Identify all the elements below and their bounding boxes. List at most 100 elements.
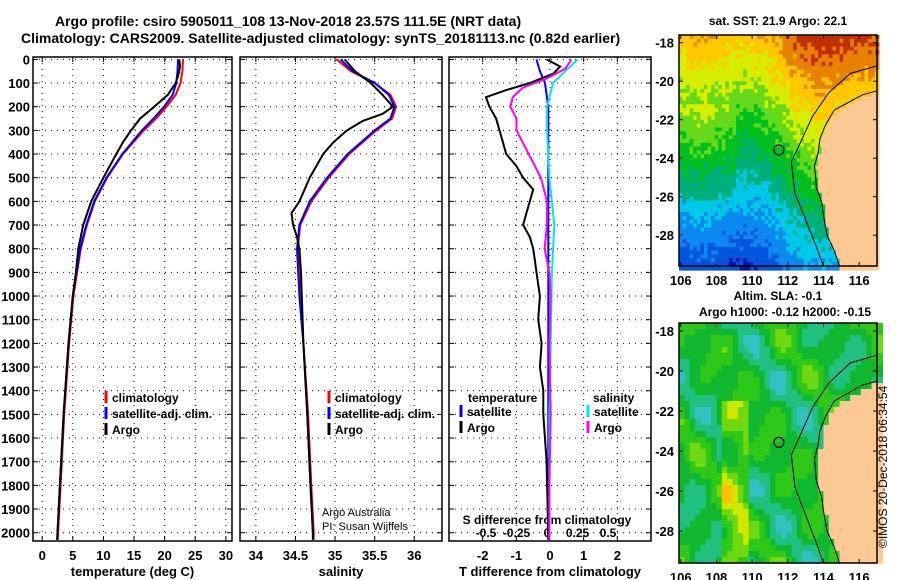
map-cell [821, 42, 826, 48]
map-cell [748, 395, 755, 402]
map-cell [778, 162, 784, 167]
map-cell [814, 250, 819, 256]
map-cell [704, 88, 709, 94]
map-cell [753, 158, 759, 163]
map-cell [857, 158, 862, 163]
map-cell [828, 215, 833, 221]
map-cell [718, 77, 723, 82]
map-cell [764, 473, 771, 480]
map-cell [753, 227, 759, 233]
map-cell [771, 158, 776, 163]
map-cell [721, 119, 726, 125]
map-cell [711, 449, 718, 456]
map-cell [707, 250, 712, 256]
map-cell [789, 189, 794, 194]
map-cell [743, 250, 748, 256]
map-cell [689, 104, 694, 109]
map-cell [832, 150, 837, 156]
map-cell [807, 138, 812, 144]
x-tick-label: -1 [511, 548, 523, 563]
map-cell [807, 219, 812, 225]
map-cell [743, 262, 748, 267]
map-cell [811, 200, 816, 206]
map-cell [728, 173, 734, 179]
map-cell [679, 431, 685, 438]
map-cell [753, 521, 760, 528]
map-cell [825, 266, 830, 271]
map-cell [786, 104, 791, 109]
map-cell [693, 73, 698, 79]
map-cell [807, 162, 812, 167]
map-cell [803, 223, 809, 229]
map-cell [839, 223, 844, 229]
map-cell [825, 123, 830, 129]
map-cell [748, 461, 755, 468]
map-cell [846, 177, 851, 182]
map-cell [770, 539, 776, 546]
map-cell [711, 181, 716, 186]
map-cell [695, 557, 702, 564]
map-cell [718, 35, 723, 40]
map-cell [711, 455, 718, 462]
map-cell [707, 77, 712, 82]
map-cell [689, 515, 696, 522]
map-cell [761, 165, 766, 171]
map-cell [743, 455, 750, 462]
map-cell [843, 69, 848, 75]
map-cell [764, 389, 771, 396]
map-cell [700, 158, 705, 163]
map-cell [846, 88, 851, 94]
map-cell [807, 35, 812, 40]
map-cell [743, 69, 748, 75]
map-cell [796, 46, 801, 52]
map-cell [753, 65, 759, 71]
map-cell [825, 200, 830, 206]
map-cell [789, 50, 794, 55]
map-cell [778, 235, 784, 240]
map-cell [700, 347, 707, 354]
map-cell [768, 108, 773, 113]
map-cell [711, 127, 716, 132]
map-cell [846, 204, 851, 209]
annotation: Argo Australia [322, 507, 391, 519]
map-cell [828, 212, 833, 217]
map-cell [857, 131, 862, 136]
map-cell [696, 131, 701, 136]
map-cell [771, 266, 776, 271]
map-cell [846, 69, 851, 75]
map-cell [739, 65, 744, 71]
map-cell [796, 227, 801, 233]
map-cell [818, 212, 823, 217]
map-cell [853, 158, 858, 163]
map-cell [684, 335, 691, 342]
map-cell [786, 527, 792, 534]
map-cell [682, 173, 687, 179]
map-cell [721, 407, 728, 414]
map-cell [679, 154, 684, 159]
map-cell [707, 266, 712, 271]
map-cell [716, 551, 723, 558]
map-cell [828, 509, 835, 516]
map-cell [750, 173, 755, 179]
map-cell [748, 401, 755, 408]
map-cell [711, 85, 716, 90]
map-cell [871, 227, 876, 233]
map-cell [707, 38, 712, 44]
map-cell [789, 115, 794, 121]
map-cell [807, 377, 814, 384]
map-cell [860, 115, 866, 121]
map-cell [818, 395, 825, 402]
map-cell [679, 473, 685, 480]
map-cell [753, 138, 759, 144]
map-cell [775, 119, 780, 125]
map-cell [814, 127, 819, 132]
map-cell [716, 371, 723, 378]
map-cell [679, 503, 685, 510]
map-cell [736, 235, 741, 240]
map-cell [696, 100, 701, 105]
map-cell [791, 347, 798, 354]
map-cell [782, 192, 787, 198]
map-cell [796, 185, 801, 190]
map-cell [832, 58, 837, 63]
